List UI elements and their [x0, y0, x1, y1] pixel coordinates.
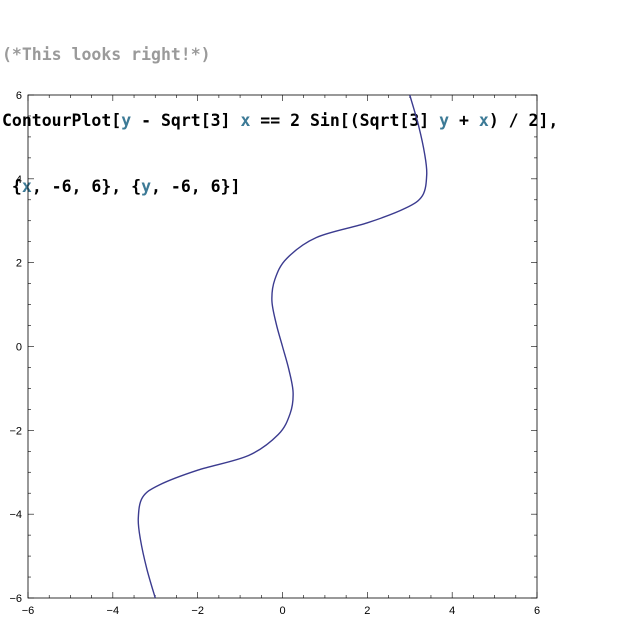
y-tick-label: 6 [16, 90, 22, 102]
code-line-2: {x, -6, 6}, {y, -6, 6}] [2, 176, 558, 198]
code-token: == 2 Sin[(Sqrt[3] [250, 111, 440, 130]
y-tick-label: −2 [9, 425, 22, 437]
code-token: ContourPlot[ [2, 111, 122, 130]
code-variable: x [240, 111, 251, 130]
code-variable: y [141, 177, 152, 196]
code-variable: x [21, 177, 32, 196]
y-tick-label: −6 [9, 593, 22, 605]
contour-plot: −6 −4 −2 0 2 4 6 −6 −4 −2 0 2 4 6 [9, 90, 540, 617]
x-tick-label: 4 [449, 605, 455, 617]
x-tick-label: 6 [534, 605, 540, 617]
code-variable: y [439, 111, 450, 130]
y-tick-label: 2 [16, 258, 22, 270]
code-token: - Sqrt[3] [131, 111, 241, 130]
code-token: + [449, 111, 479, 130]
code-token: { [2, 177, 22, 196]
code-variable: x [478, 111, 489, 130]
x-tick-label: 2 [364, 605, 370, 617]
contour-line [137, 94, 428, 599]
code-variable: y [121, 111, 132, 130]
x-tick-label: 0 [279, 605, 285, 617]
code-token: , -6, 6}] [151, 177, 241, 196]
y-tick-label: 4 [16, 174, 22, 186]
y-tick-label: 0 [16, 342, 22, 354]
notebook-input-cell[interactable]: (*This looks right!*) ContourPlot[y - Sq… [2, 0, 558, 220]
x-tick-label: −4 [107, 605, 120, 617]
code-token: , -6, 6}, { [31, 177, 142, 196]
y-tick-label: −4 [9, 509, 22, 521]
x-tick-label: −6 [22, 605, 35, 617]
code-line-1: ContourPlot[y - Sqrt[3] x == 2 Sin[(Sqrt… [2, 110, 558, 132]
code-comment: (*This looks right!*) [2, 45, 211, 64]
x-tick-label: −2 [191, 605, 204, 617]
